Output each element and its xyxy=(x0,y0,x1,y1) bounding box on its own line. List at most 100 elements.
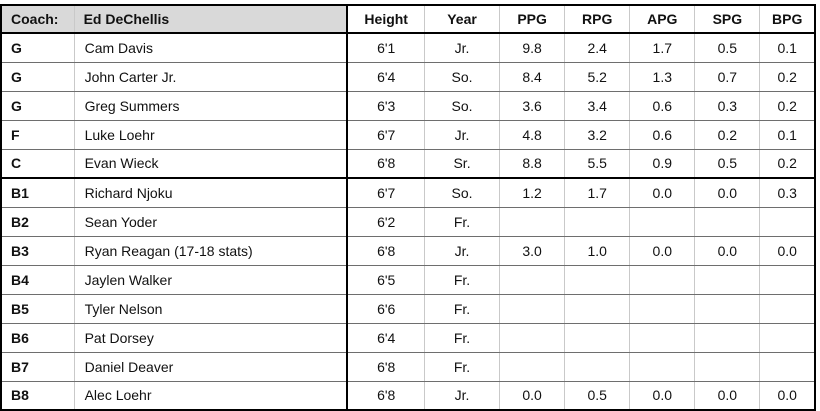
spg-cell[interactable] xyxy=(694,207,761,237)
ppg-cell[interactable] xyxy=(499,352,566,382)
ppg-cell[interactable]: 3.0 xyxy=(499,236,566,266)
rpg-cell[interactable]: 3.4 xyxy=(564,91,631,121)
bpg-cell[interactable]: 0.1 xyxy=(759,120,816,150)
name-cell[interactable]: Pat Dorsey xyxy=(74,323,349,353)
name-cell[interactable]: Alec Loehr xyxy=(74,381,349,411)
bpg-cell[interactable]: 0.3 xyxy=(759,177,816,208)
height-cell[interactable]: 6'4 xyxy=(347,323,426,353)
height-cell[interactable]: 6'7 xyxy=(347,120,426,150)
ppg-cell[interactable] xyxy=(499,294,566,324)
column-header-ppg[interactable]: PPG xyxy=(499,5,566,34)
apg-cell[interactable]: 0.0 xyxy=(629,236,696,266)
name-cell[interactable]: Daniel Deaver xyxy=(74,352,349,382)
year-cell[interactable]: Fr. xyxy=(424,294,501,324)
apg-cell[interactable] xyxy=(629,207,696,237)
name-cell[interactable]: Tyler Nelson xyxy=(74,294,349,324)
pos-cell[interactable]: B6 xyxy=(1,323,75,353)
apg-cell[interactable] xyxy=(629,352,696,382)
rpg-cell[interactable]: 5.2 xyxy=(564,62,631,92)
year-cell[interactable]: Fr. xyxy=(424,265,501,295)
pos-cell[interactable]: C xyxy=(1,149,75,179)
bpg-cell[interactable] xyxy=(759,207,816,237)
year-cell[interactable]: Fr. xyxy=(424,352,501,382)
year-cell[interactable]: Jr. xyxy=(424,236,501,266)
height-cell[interactable]: 6'8 xyxy=(347,236,426,266)
name-cell[interactable]: Luke Loehr xyxy=(74,120,349,150)
rpg-cell[interactable] xyxy=(564,207,631,237)
height-cell[interactable]: 6'6 xyxy=(347,294,426,324)
height-cell[interactable]: 6'7 xyxy=(347,177,426,208)
name-cell[interactable]: Cam Davis xyxy=(74,33,349,63)
column-header-year[interactable]: Year xyxy=(424,5,501,34)
pos-cell[interactable]: G xyxy=(1,33,75,63)
bpg-cell[interactable]: 0.2 xyxy=(759,149,816,179)
year-cell[interactable]: Sr. xyxy=(424,149,501,179)
spg-cell[interactable] xyxy=(694,323,761,353)
pos-cell[interactable]: B1 xyxy=(1,177,75,208)
name-cell[interactable]: Greg Summers xyxy=(74,91,349,121)
bpg-cell[interactable]: 0.1 xyxy=(759,33,816,63)
spg-cell[interactable]: 0.5 xyxy=(694,33,761,63)
rpg-cell[interactable] xyxy=(564,265,631,295)
rpg-cell[interactable] xyxy=(564,323,631,353)
ppg-cell[interactable]: 1.2 xyxy=(499,177,566,208)
bpg-cell[interactable] xyxy=(759,294,816,324)
year-cell[interactable]: Jr. xyxy=(424,33,501,63)
ppg-cell[interactable]: 9.8 xyxy=(499,33,566,63)
height-cell[interactable]: 6'5 xyxy=(347,265,426,295)
pos-cell[interactable]: B2 xyxy=(1,207,75,237)
apg-cell[interactable]: 0.6 xyxy=(629,91,696,121)
pos-cell[interactable]: G xyxy=(1,62,75,92)
year-cell[interactable]: Fr. xyxy=(424,207,501,237)
height-cell[interactable]: 6'8 xyxy=(347,381,426,411)
bpg-cell[interactable] xyxy=(759,352,816,382)
column-header-height[interactable]: Height xyxy=(347,5,426,34)
height-cell[interactable]: 6'8 xyxy=(347,352,426,382)
year-cell[interactable]: Jr. xyxy=(424,120,501,150)
year-cell[interactable]: So. xyxy=(424,91,501,121)
rpg-cell[interactable]: 2.4 xyxy=(564,33,631,63)
ppg-cell[interactable]: 8.4 xyxy=(499,62,566,92)
apg-cell[interactable]: 0.0 xyxy=(629,177,696,208)
pos-cell[interactable]: B8 xyxy=(1,381,75,411)
year-cell[interactable]: Jr. xyxy=(424,381,501,411)
rpg-cell[interactable]: 0.5 xyxy=(564,381,631,411)
spg-cell[interactable]: 0.0 xyxy=(694,177,761,208)
spg-cell[interactable] xyxy=(694,294,761,324)
pos-cell[interactable]: G xyxy=(1,91,75,121)
ppg-cell[interactable] xyxy=(499,207,566,237)
coach-name-cell[interactable]: Ed DeChellis xyxy=(74,5,349,34)
spg-cell[interactable]: 0.0 xyxy=(694,381,761,411)
apg-cell[interactable]: 0.9 xyxy=(629,149,696,179)
apg-cell[interactable]: 1.3 xyxy=(629,62,696,92)
name-cell[interactable]: Evan Wieck xyxy=(74,149,349,179)
spg-cell[interactable]: 0.3 xyxy=(694,91,761,121)
rpg-cell[interactable] xyxy=(564,294,631,324)
year-cell[interactable]: So. xyxy=(424,62,501,92)
ppg-cell[interactable] xyxy=(499,323,566,353)
pos-cell[interactable]: B3 xyxy=(1,236,75,266)
column-header-apg[interactable]: APG xyxy=(629,5,696,34)
spg-cell[interactable] xyxy=(694,352,761,382)
bpg-cell[interactable]: 0.0 xyxy=(759,236,816,266)
ppg-cell[interactable]: 3.6 xyxy=(499,91,566,121)
height-cell[interactable]: 6'8 xyxy=(347,149,426,179)
rpg-cell[interactable] xyxy=(564,352,631,382)
bpg-cell[interactable]: 0.0 xyxy=(759,381,816,411)
apg-cell[interactable] xyxy=(629,265,696,295)
ppg-cell[interactable] xyxy=(499,265,566,295)
spg-cell[interactable] xyxy=(694,265,761,295)
ppg-cell[interactable]: 0.0 xyxy=(499,381,566,411)
bpg-cell[interactable]: 0.2 xyxy=(759,62,816,92)
pos-cell[interactable]: B7 xyxy=(1,352,75,382)
ppg-cell[interactable]: 8.8 xyxy=(499,149,566,179)
apg-cell[interactable] xyxy=(629,294,696,324)
name-cell[interactable]: John Carter Jr. xyxy=(74,62,349,92)
apg-cell[interactable]: 1.7 xyxy=(629,33,696,63)
bpg-cell[interactable]: 0.2 xyxy=(759,91,816,121)
rpg-cell[interactable]: 1.0 xyxy=(564,236,631,266)
pos-cell[interactable]: B5 xyxy=(1,294,75,324)
column-header-rpg[interactable]: RPG xyxy=(564,5,631,34)
column-header-bpg[interactable]: BPG xyxy=(759,5,816,34)
name-cell[interactable]: Sean Yoder xyxy=(74,207,349,237)
